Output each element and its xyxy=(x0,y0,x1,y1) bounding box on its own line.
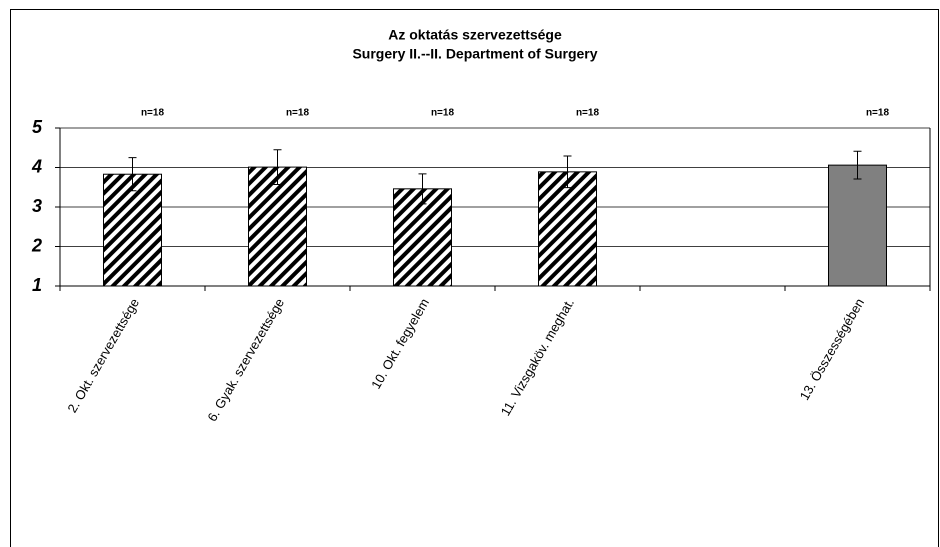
n-label: n=18 xyxy=(576,108,600,119)
y-tick-label: 2 xyxy=(31,235,42,255)
y-tick-label: 3 xyxy=(32,196,42,216)
error-bar xyxy=(563,155,572,189)
y-tick-label: 1 xyxy=(32,275,42,295)
n-label: n=18 xyxy=(431,108,455,119)
y-tick-label: 5 xyxy=(32,117,43,137)
chart-title: Az oktatás szervezettsége xyxy=(388,27,562,43)
error-bar xyxy=(128,157,137,192)
n-label: n=18 xyxy=(866,108,890,119)
error-bar xyxy=(853,150,862,180)
y-tick-label: 4 xyxy=(31,156,42,176)
error-bar xyxy=(418,173,427,205)
error-bar xyxy=(273,149,282,185)
chart-frame xyxy=(10,9,939,547)
n-label: n=18 xyxy=(141,108,165,119)
n-label: n=18 xyxy=(286,108,310,119)
bar xyxy=(538,171,597,287)
chart-subtitle: Surgery II.--II. Department of Surgery xyxy=(352,46,597,62)
bar xyxy=(248,166,307,287)
bar xyxy=(828,164,887,287)
